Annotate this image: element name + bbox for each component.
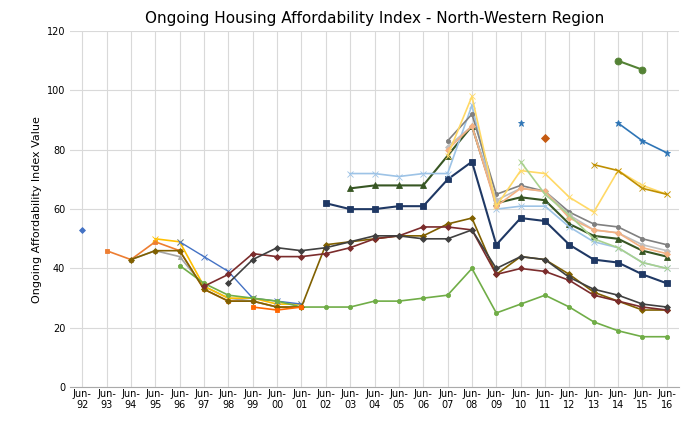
Title: Ongoing Housing Affordability Index - North-Western Region: Ongoing Housing Affordability Index - No… [145,11,604,26]
Y-axis label: Ongoing Affordability Index Value: Ongoing Affordability Index Value [32,116,43,303]
